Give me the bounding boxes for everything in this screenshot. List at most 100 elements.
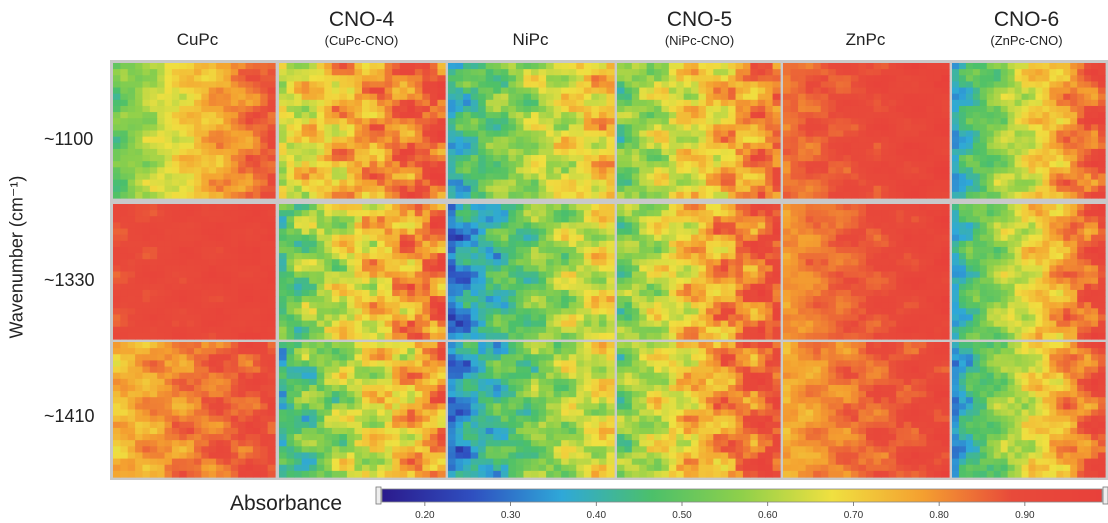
heatmap-cell [252, 204, 261, 211]
heatmap-cell [624, 112, 633, 119]
heatmap-cell [238, 216, 247, 224]
heatmap-cell [179, 124, 188, 132]
heatmap-cell [728, 179, 737, 187]
heatmap-cell [531, 240, 540, 248]
heatmap-cell [309, 191, 318, 199]
heatmap-cell [186, 302, 195, 309]
heatmap-cell [654, 271, 663, 279]
heatmap-cell [331, 234, 340, 242]
heatmap-cell [858, 216, 867, 224]
heatmap-cell [238, 161, 247, 168]
heatmap-cell [538, 283, 547, 291]
heatmap-cell [881, 87, 890, 95]
heatmap-cell [407, 81, 416, 89]
heatmap-cell [933, 216, 943, 224]
heatmap-cell [230, 216, 239, 224]
heatmap-cell [654, 296, 663, 303]
heatmap-cell [384, 191, 393, 199]
heatmap-cell [301, 93, 310, 101]
heatmap-cell [523, 314, 532, 322]
heatmap-cell [279, 87, 288, 95]
heatmap-cell [157, 112, 166, 119]
heatmap-cell [135, 204, 144, 211]
heatmap-cell [538, 118, 547, 125]
heatmap-cell [757, 75, 766, 83]
heatmap-cell [1021, 105, 1030, 113]
heatmap-cell [216, 161, 225, 168]
heatmap-cell [164, 167, 173, 175]
heatmap-cell [698, 179, 707, 187]
heatmap-cell [301, 246, 310, 254]
heatmap-cell [127, 142, 136, 150]
heatmap-cell [194, 93, 202, 101]
heatmap-cell [339, 320, 348, 328]
heatmap-cell [470, 173, 479, 181]
heatmap-cell [407, 240, 416, 248]
heatmap-cell [606, 124, 615, 132]
heatmap-cell [324, 130, 333, 138]
heatmap-cell [705, 320, 714, 328]
heatmap-cell [790, 124, 799, 132]
row-label-1410: ~1410 [44, 406, 95, 426]
heatmap-cell [455, 105, 464, 113]
heatmap-cell [1098, 75, 1106, 83]
heatmap-cell [553, 179, 562, 187]
heatmap-cell [639, 191, 648, 199]
heatmap-cell [772, 75, 781, 83]
heatmap-cell [676, 142, 685, 150]
heatmap-cell [252, 93, 261, 101]
heatmap-cell [661, 173, 670, 181]
heatmap-cell [186, 265, 195, 273]
heatmap-cell [392, 87, 401, 95]
heatmap-cell [1049, 148, 1057, 156]
heatmap-cell [918, 216, 927, 224]
heatmap-cell [301, 87, 310, 95]
heatmap-cell [606, 210, 615, 217]
heatmap-cell [245, 253, 254, 260]
heatmap-cell [1021, 179, 1030, 187]
heatmap-cell [1070, 93, 1078, 101]
heatmap-cell [485, 246, 494, 254]
heatmap-cell [339, 204, 348, 211]
heatmap-cell [583, 185, 592, 193]
heatmap-cell [742, 240, 751, 248]
heatmap-cell [538, 320, 547, 328]
heatmap-cell [399, 112, 408, 119]
heatmap-cell [606, 81, 615, 89]
heatmap-cell [772, 283, 781, 291]
heatmap-cell [149, 155, 158, 162]
heatmap-cell [346, 112, 356, 119]
heatmap-cell [790, 99, 799, 107]
heatmap-cell [316, 118, 325, 125]
heatmap-cell [1021, 75, 1030, 83]
heatmap-cell [1035, 136, 1043, 144]
heatmap-cell [179, 277, 188, 285]
heatmap-cell [654, 185, 663, 193]
heatmap-cell [979, 148, 988, 156]
heatmap-cell [216, 75, 225, 83]
heatmap-cell [546, 296, 555, 303]
heatmap-cell [698, 124, 707, 132]
heatmap-cell [149, 179, 158, 187]
heatmap-cell [142, 210, 151, 217]
heatmap-cell [164, 296, 173, 303]
heatmap-cell [316, 167, 325, 175]
heatmap-cell [279, 105, 288, 113]
heatmap-cell [624, 253, 633, 260]
heatmap-cell [1084, 136, 1092, 144]
heatmap-cell [455, 148, 464, 156]
heatmap-cell [698, 271, 707, 279]
heatmap-cell [858, 130, 867, 138]
heatmap-cell [478, 130, 487, 138]
heatmap-cell [392, 204, 401, 211]
heatmap-cell [903, 222, 912, 230]
heatmap-cell [500, 75, 509, 83]
heatmap-cell [750, 296, 759, 303]
heatmap-cell [972, 136, 981, 144]
heatmap-cell [186, 112, 195, 119]
heatmap-cell [765, 210, 774, 217]
heatmap-cell [553, 81, 562, 89]
heatmap-cell [309, 289, 318, 297]
heatmap-cell [624, 99, 633, 107]
heatmap-cell [576, 246, 585, 254]
